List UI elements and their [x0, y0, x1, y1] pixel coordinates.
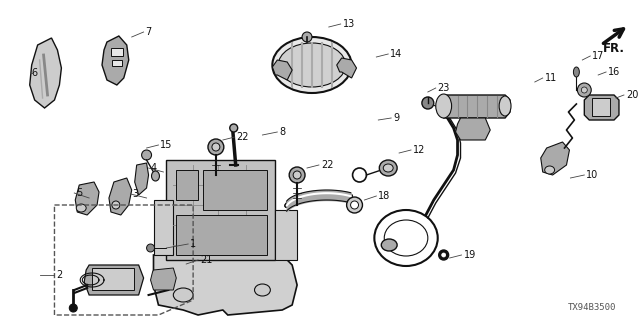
Text: 17: 17 [592, 51, 605, 61]
Ellipse shape [422, 97, 434, 109]
Text: 14: 14 [390, 49, 403, 59]
Ellipse shape [545, 166, 555, 174]
Text: 7: 7 [145, 27, 152, 37]
Polygon shape [150, 268, 176, 290]
Polygon shape [102, 36, 129, 85]
Bar [592, 98, 610, 116]
Text: 12: 12 [413, 145, 426, 155]
Ellipse shape [383, 164, 393, 172]
Ellipse shape [147, 244, 154, 252]
Polygon shape [541, 142, 570, 175]
Ellipse shape [573, 67, 579, 77]
Text: 18: 18 [378, 191, 390, 201]
Text: 6: 6 [32, 68, 38, 78]
Ellipse shape [347, 197, 362, 213]
Polygon shape [203, 170, 268, 210]
Ellipse shape [302, 32, 312, 42]
Text: 15: 15 [161, 140, 173, 150]
Text: 2: 2 [56, 270, 63, 280]
Bar [111, 48, 123, 56]
Text: 5: 5 [76, 188, 83, 198]
Ellipse shape [141, 150, 152, 160]
Polygon shape [154, 255, 297, 315]
Text: 8: 8 [279, 127, 285, 137]
Ellipse shape [230, 124, 237, 132]
Text: 22: 22 [321, 160, 333, 170]
Text: 10: 10 [586, 170, 598, 180]
Text: 16: 16 [608, 67, 620, 77]
Text: 11: 11 [545, 73, 557, 83]
Ellipse shape [69, 304, 77, 312]
Ellipse shape [152, 171, 159, 181]
Ellipse shape [255, 284, 270, 296]
Text: 20: 20 [626, 90, 638, 100]
Polygon shape [176, 170, 198, 200]
Ellipse shape [208, 139, 224, 155]
Text: 21: 21 [200, 255, 212, 265]
Polygon shape [456, 118, 490, 140]
Ellipse shape [173, 288, 193, 302]
Polygon shape [273, 60, 292, 80]
Ellipse shape [380, 160, 397, 176]
Text: FR.: FR. [603, 42, 625, 55]
Polygon shape [441, 95, 510, 118]
Text: 4: 4 [150, 163, 157, 173]
Ellipse shape [293, 171, 301, 179]
Ellipse shape [273, 37, 351, 93]
Polygon shape [337, 58, 356, 78]
Ellipse shape [577, 83, 591, 97]
Ellipse shape [289, 167, 305, 183]
Ellipse shape [499, 96, 511, 116]
Ellipse shape [381, 239, 397, 251]
Ellipse shape [436, 94, 452, 118]
Polygon shape [166, 160, 275, 260]
Polygon shape [176, 215, 268, 255]
Polygon shape [154, 200, 173, 255]
Polygon shape [275, 210, 297, 260]
Ellipse shape [76, 204, 86, 212]
Ellipse shape [442, 253, 445, 257]
Text: 22: 22 [237, 132, 249, 142]
Polygon shape [29, 38, 61, 108]
Ellipse shape [212, 143, 220, 151]
Text: 9: 9 [393, 113, 399, 123]
Polygon shape [134, 163, 148, 195]
Polygon shape [584, 95, 619, 120]
Text: 13: 13 [342, 19, 355, 29]
Text: 19: 19 [463, 250, 476, 260]
Ellipse shape [112, 201, 120, 209]
Bar [92, 268, 134, 290]
Text: 23: 23 [438, 83, 450, 93]
Polygon shape [76, 182, 99, 215]
Text: 1: 1 [190, 239, 196, 249]
Ellipse shape [351, 201, 358, 209]
Bar [112, 60, 122, 66]
Ellipse shape [581, 87, 588, 93]
Text: 3: 3 [132, 189, 139, 199]
Text: TX94B3500: TX94B3500 [568, 303, 616, 313]
Polygon shape [109, 178, 132, 215]
Ellipse shape [278, 43, 346, 87]
Ellipse shape [439, 250, 449, 260]
Polygon shape [84, 265, 143, 295]
